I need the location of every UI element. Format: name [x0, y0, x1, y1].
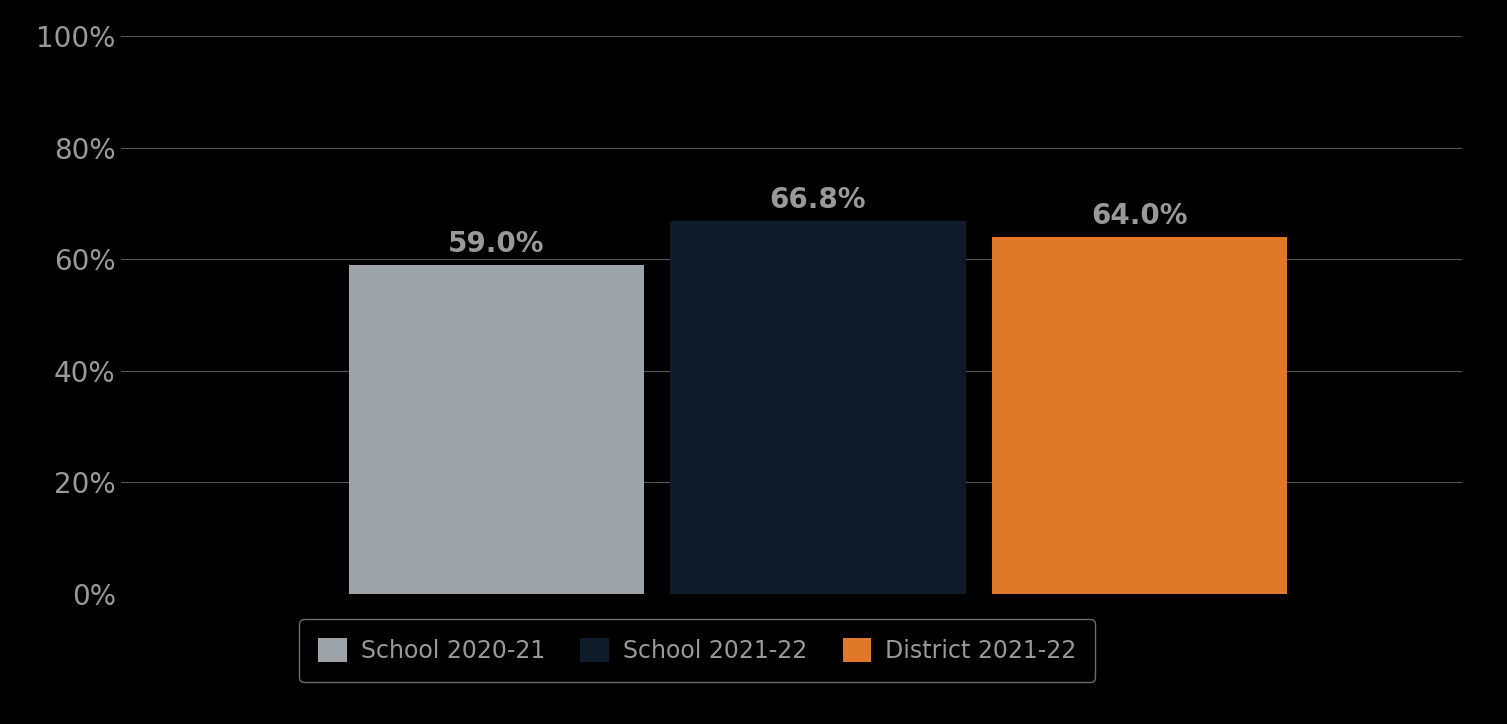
Text: 66.8%: 66.8%: [770, 186, 867, 214]
Bar: [992, 237, 1287, 594]
Text: 59.0%: 59.0%: [448, 230, 544, 258]
Bar: [348, 265, 643, 594]
Legend: School 2020-21, School 2021-22, District 2021-22: School 2020-21, School 2021-22, District…: [300, 619, 1096, 682]
Bar: [671, 222, 966, 594]
Text: 64.0%: 64.0%: [1091, 202, 1188, 230]
